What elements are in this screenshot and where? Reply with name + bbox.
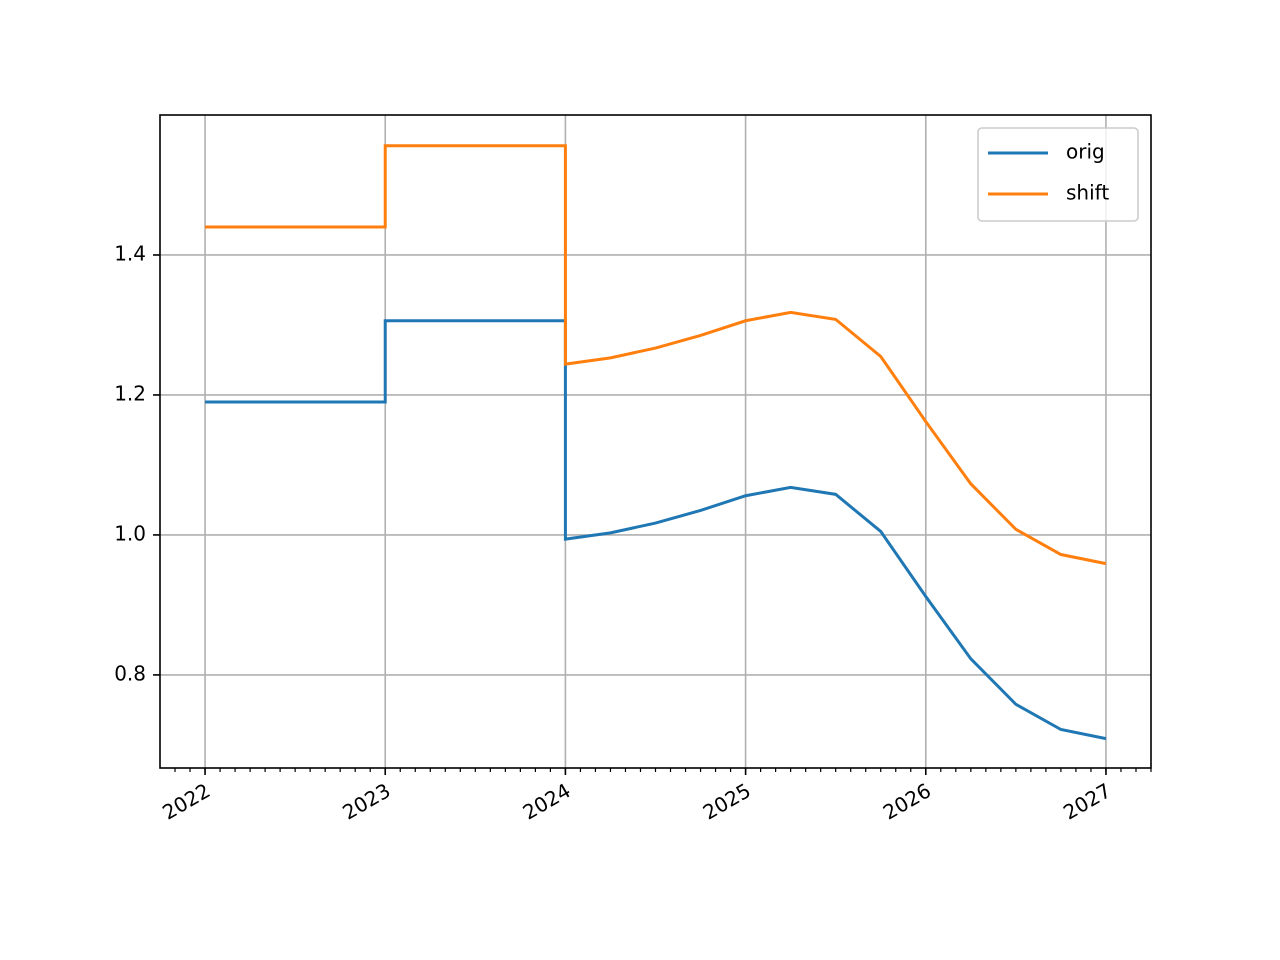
x-tick-label: 2025	[699, 778, 755, 824]
line-series	[205, 319, 1107, 741]
x-tick-label: 2026	[879, 778, 935, 824]
y-tick-label: 1.4	[114, 241, 146, 265]
legend: orig shift	[977, 127, 1139, 222]
legend-box	[977, 127, 1139, 222]
x-tick-label: 2023	[338, 778, 394, 824]
y-tick-label: 0.8	[114, 661, 146, 685]
y-tick-label: 1.0	[114, 521, 146, 545]
y-tick-label: 1.2	[114, 381, 146, 405]
x-tick-label: 2024	[519, 778, 575, 824]
x-tick-label: 2027	[1059, 778, 1115, 824]
x-tick-label: 2022	[158, 778, 214, 824]
legend-label: orig	[1066, 140, 1105, 164]
line-series	[205, 144, 1107, 566]
plot-frame	[159, 114, 1152, 769]
legend-label: shift	[1066, 181, 1109, 205]
